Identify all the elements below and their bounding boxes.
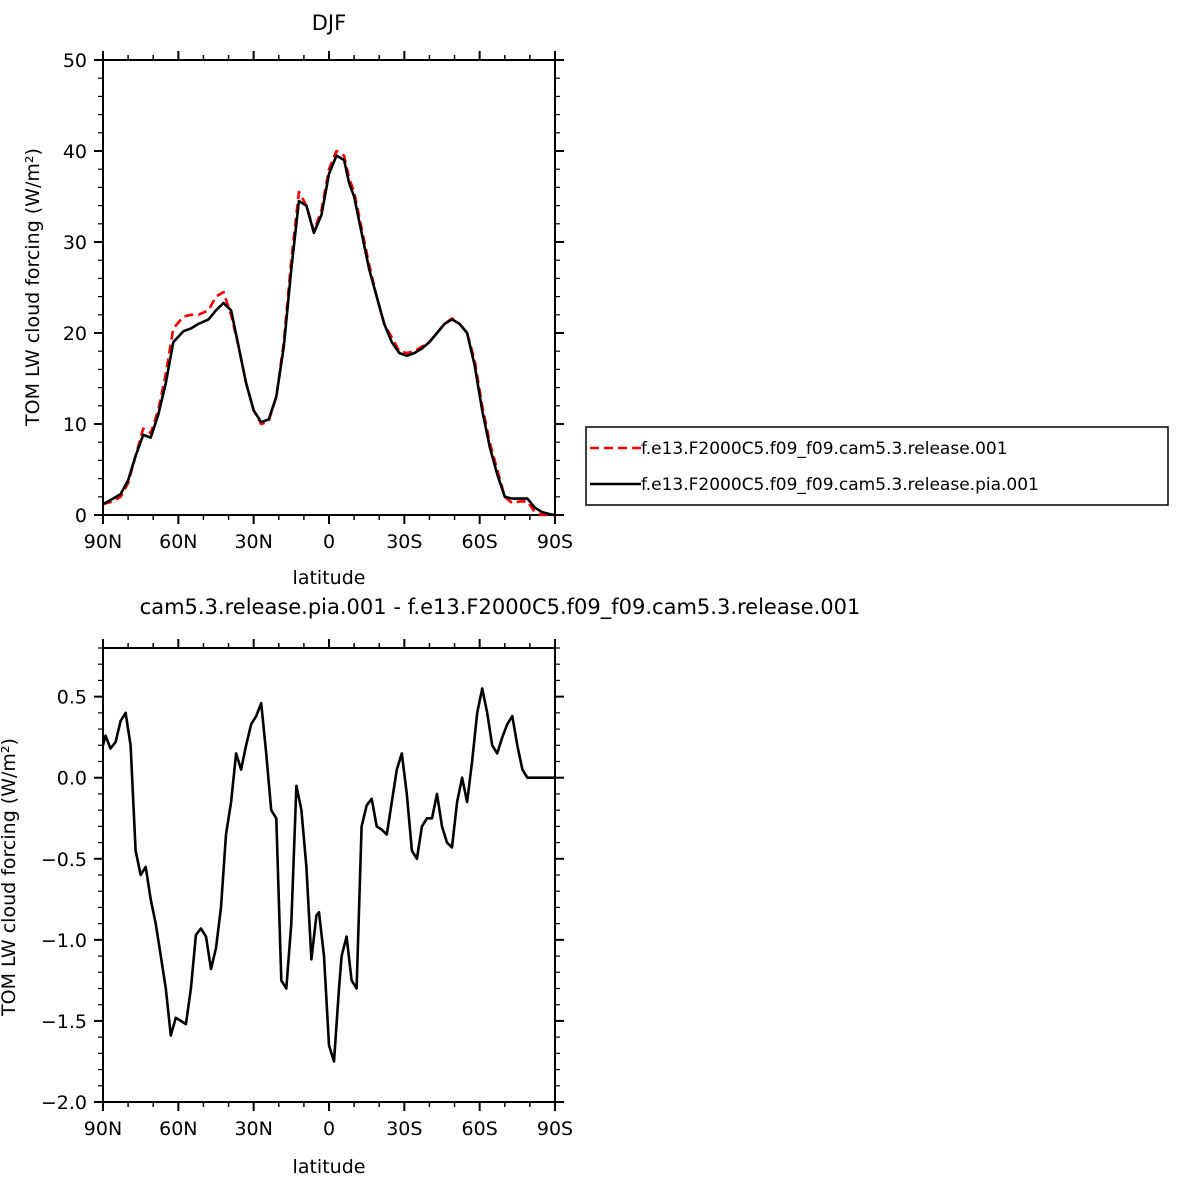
y-tick-label: −1.0: [41, 930, 87, 952]
x-tick-label: 90S: [537, 531, 573, 553]
legend-box: [585, 426, 1169, 506]
series-line-1: [101, 687, 555, 1063]
chart-top-axes: 90N 60N 30N 0 30S 60S 90S 0 10 20 30 40 50: [63, 50, 573, 553]
chart-bottom-x-axis-title: latitude: [293, 1156, 366, 1178]
y-tick-label: 40: [63, 141, 87, 163]
y-tick-label: −1.5: [41, 1011, 87, 1033]
x-tick-label: 30N: [234, 531, 272, 553]
x-tick-label: 60N: [159, 531, 197, 553]
x-tick-label: 0: [323, 1118, 335, 1140]
y-tick-label: 0.0: [57, 768, 87, 790]
chart-bottom: cam5.3.release.pia.001 - f.e13.F2000C5.f…: [0, 595, 860, 1178]
series-line-1: [102, 149, 555, 517]
y-tick-label: 0: [75, 505, 87, 527]
x-tick-label: 90N: [84, 531, 122, 553]
x-tick-label: 0: [323, 531, 335, 553]
chart-bottom-title: cam5.3.release.pia.001 - f.e13.F2000C5.f…: [140, 595, 861, 620]
x-tick-label: 30S: [386, 1118, 422, 1140]
y-tick-label: 30: [63, 232, 87, 254]
chart-bottom-series: [101, 687, 555, 1063]
chart-top-y-axis-title: TOM LW cloud forcing (W/m²): [22, 148, 44, 427]
chart-bottom-y-axis-title: TOM LW cloud forcing (W/m²): [0, 738, 20, 1017]
x-tick-label: 90N: [84, 1118, 122, 1140]
legend-label-series-1: f.e13.F2000C5.f09_f09.cam5.3.release.001: [641, 439, 1008, 459]
chart-bottom-axes: 90N 60N 30N 0 30S 60S 90S −2.0 −1.5 −1.0 −0.5 0.0 0.…: [41, 639, 573, 1140]
series-line-2: [102, 154, 556, 517]
plot-frame: [102, 59, 556, 516]
y-tick-label: 20: [63, 323, 87, 345]
y-tick-label: 10: [63, 414, 87, 436]
chart-top: DJF latitude TOM LW cloud forcing (W/m²)…: [22, 11, 1169, 589]
x-tick-label: 30S: [386, 531, 422, 553]
y-tick-label: 0.5: [57, 687, 87, 709]
legend-label-series-2: f.e13.F2000C5.f09_f09.cam5.3.release.pia…: [641, 475, 1039, 495]
chart-top-title: DJF: [312, 11, 346, 35]
y-tick-label: −0.5: [41, 849, 87, 871]
chart-top-x-axis-title: latitude: [293, 567, 366, 589]
x-tick-label: 60S: [462, 531, 498, 553]
y-tick-label: 50: [63, 50, 87, 72]
y-tick-label: −2.0: [41, 1092, 87, 1114]
x-tick-label: 30N: [234, 1118, 272, 1140]
x-tick-label: 90S: [537, 1118, 573, 1140]
x-tick-label: 60N: [159, 1118, 197, 1140]
chart-top-series: [102, 149, 556, 517]
chart-top-legend: f.e13.F2000C5.f09_f09.cam5.3.release.001…: [585, 426, 1169, 506]
x-tick-label: 60S: [462, 1118, 498, 1140]
